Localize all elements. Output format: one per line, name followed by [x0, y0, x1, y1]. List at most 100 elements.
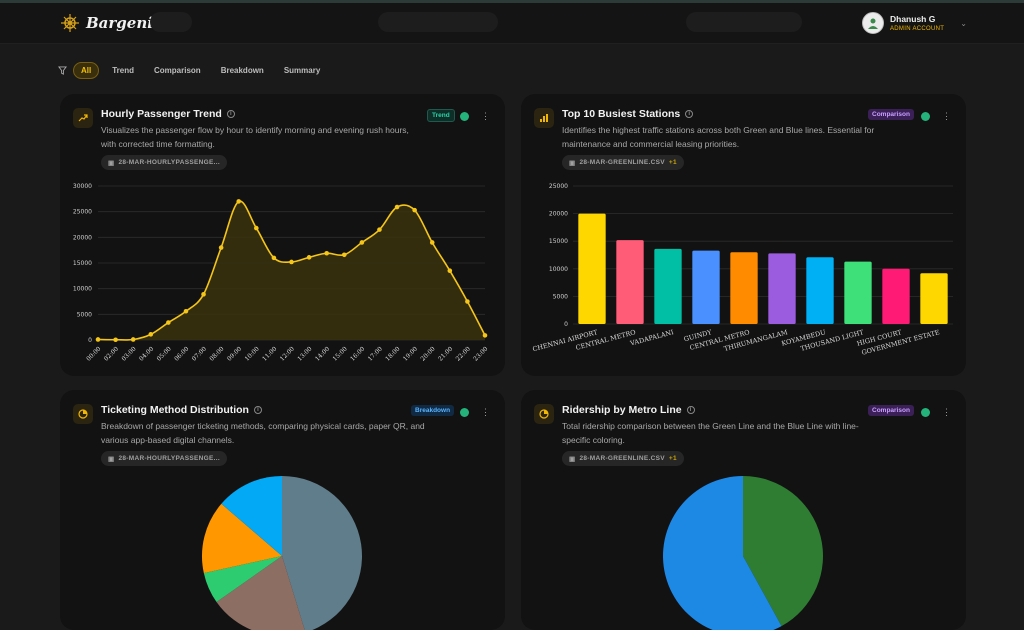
source-file-chip[interactable]: ▣ 28-MAR-HOURLYPASSENGE... — [101, 155, 227, 170]
file-icon: ▣ — [108, 159, 115, 167]
x-tick-label: 18:00 — [384, 345, 401, 362]
data-point — [377, 227, 382, 232]
y-tick-label: 5000 — [77, 311, 92, 318]
user-menu[interactable]: Dhanush G ADMIN ACCOUNT ⌄ — [862, 12, 967, 34]
info-icon[interactable]: i — [686, 406, 695, 415]
bar — [578, 213, 606, 324]
top-strip — [0, 0, 1024, 3]
source-file-chip[interactable]: ▣ 28-MAR-GREENLINE.CSV +1 — [562, 451, 684, 466]
file-name: 28-MAR-GREENLINE.CSV — [579, 455, 665, 462]
data-point — [95, 337, 101, 342]
file-name: 28-MAR-GREENLINE.CSV — [579, 159, 665, 166]
nav-placeholder — [150, 12, 192, 32]
source-file-chip[interactable]: ▣ 28-MAR-GREENLINE.CSV +1 — [562, 155, 684, 170]
filter-summary[interactable]: Summary — [283, 66, 321, 75]
pie-slice — [282, 476, 362, 630]
avatar — [862, 12, 884, 34]
x-tick-label: 22:00 — [455, 345, 472, 362]
more-options-icon[interactable]: ⋮ — [942, 407, 951, 417]
data-point — [236, 199, 242, 204]
y-tick-label: 10000 — [549, 266, 568, 273]
file-name: 28-MAR-HOURLYPASSENGE... — [118, 455, 220, 462]
bar — [654, 248, 682, 324]
filter-icon — [58, 66, 67, 75]
hourly-area-chart: 0 5000 10000 15000 20000 25000 30000 00:00 02:00… — [73, 183, 490, 363]
filter-comparison[interactable]: Comparison — [154, 66, 201, 75]
file-name: 28-MAR-HOURLYPASSENGE... — [118, 159, 220, 166]
badge-breakdown: Breakdown — [411, 405, 455, 416]
y-tick-label: 0 — [564, 321, 568, 328]
x-tick-label: 19:00 — [402, 345, 419, 362]
pie-slice — [203, 556, 282, 602]
data-point — [130, 337, 136, 342]
x-tick-label: 21:00 — [437, 345, 454, 362]
y-tick-label: 25000 — [549, 183, 568, 190]
data-point — [412, 207, 417, 213]
more-options-icon[interactable]: ⋮ — [481, 111, 490, 121]
filter-all[interactable]: All — [73, 62, 100, 79]
bar — [882, 268, 910, 324]
user-name: Dhanush G — [890, 14, 936, 24]
app-name: Bargenic — [86, 14, 163, 32]
x-tick-label: 11:00 — [261, 345, 278, 362]
filter-bar: All Trend Comparison Breakdown Summary — [58, 62, 327, 79]
x-tick-label: 10:00 — [244, 345, 261, 362]
info-icon[interactable]: i — [685, 110, 694, 119]
check-icon — [460, 408, 469, 417]
logo-icon — [61, 14, 79, 32]
avatar-icon — [868, 18, 878, 29]
card-description: Identifies the highest traffic stations … — [562, 123, 922, 151]
ridership-pie-chart — [663, 476, 823, 630]
y-tick-label: 20000 — [73, 234, 92, 241]
hourly-trend-card: Hourly Passenger Trend i Trend ⋮ Visualiz… — [60, 94, 505, 376]
ridership-card: Ridership by Metro Line i Comparison ⋮ To… — [521, 390, 966, 630]
info-icon[interactable]: i — [226, 110, 235, 119]
bar — [692, 250, 720, 324]
x-tick-label: 15:00 — [332, 345, 349, 362]
info-icon[interactable]: i — [253, 406, 262, 415]
x-tick-label: 13:00 — [296, 345, 313, 362]
bar — [920, 273, 948, 324]
nav-placeholder — [686, 12, 802, 32]
x-tick-label: 08:00 — [208, 345, 225, 362]
card-title: Ridership by Metro Line i — [562, 404, 695, 416]
x-tick-label: 20:00 — [419, 345, 436, 362]
data-point — [465, 299, 470, 304]
pie-slice — [221, 476, 282, 556]
more-options-icon[interactable]: ⋮ — [942, 111, 951, 121]
pie-chart-icon — [534, 404, 554, 424]
check-icon — [921, 408, 930, 417]
data-point — [113, 337, 118, 343]
nav-placeholder — [378, 12, 498, 32]
card-description-line: Identifies the highest traffic stations … — [562, 125, 875, 135]
area-fill — [98, 201, 485, 340]
file-extra-count: +1 — [668, 159, 677, 166]
card-title-text: Hourly Passenger Trend — [101, 108, 222, 120]
card-description-line: Breakdown of passenger ticketing methods… — [101, 421, 425, 431]
data-point — [341, 252, 347, 258]
data-point — [289, 259, 294, 265]
more-options-icon[interactable]: ⋮ — [481, 407, 490, 417]
badge-trend: Trend — [427, 109, 455, 122]
source-file-chip[interactable]: ▣ 28-MAR-HOURLYPASSENGE... — [101, 451, 227, 466]
data-point — [218, 245, 224, 250]
data-point — [201, 292, 206, 297]
filter-trend[interactable]: Trend — [112, 66, 135, 75]
pie-chart-icon — [73, 404, 93, 424]
x-tick-label: 03:00 — [120, 345, 137, 362]
x-tick-label: 12:00 — [279, 345, 296, 362]
busiest-stations-card: Top 10 Busiest Stations i Comparison ⋮ Id… — [521, 94, 966, 376]
file-extra-count: +1 — [668, 455, 677, 462]
x-tick-label: 05:00 — [156, 345, 173, 362]
y-tick-label: 15000 — [73, 260, 92, 267]
x-tick-label: 07:00 — [191, 345, 208, 362]
bar — [616, 240, 644, 324]
chevron-down-icon[interactable]: ⌄ — [960, 18, 967, 28]
ticketing-card: Ticketing Method Distribution i Breakdown… — [60, 390, 505, 630]
filter-breakdown[interactable]: Breakdown — [220, 66, 264, 75]
y-tick-label: 5000 — [553, 293, 568, 300]
logo[interactable]: Bargenic — [60, 13, 162, 33]
card-description: Visualizes the passenger flow by hour to… — [101, 123, 461, 151]
pie-slice — [216, 556, 305, 630]
